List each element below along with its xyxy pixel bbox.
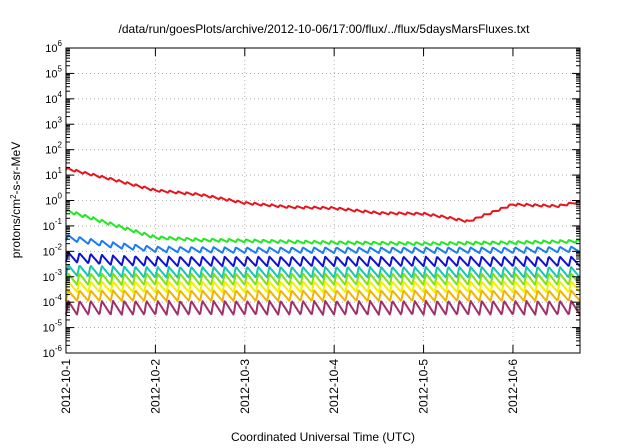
- y-tick-label: 106: [45, 39, 62, 55]
- x-tick-label: 2012-10-4: [327, 359, 341, 414]
- y-tick-label: 10-1: [43, 217, 63, 233]
- y-tick-label: 105: [45, 64, 62, 80]
- y-axis-label: protons/cm2-s-sr-MeV: [9, 142, 24, 258]
- y-tick-label: 103: [45, 115, 62, 131]
- y-tick-label: 10-2: [43, 242, 63, 258]
- x-tick-label: 2012-10-5: [417, 359, 431, 414]
- y-tick-label: 101: [45, 166, 62, 182]
- series-line-7: [65, 280, 581, 294]
- series-line-1: [65, 167, 581, 223]
- x-tick-label: 2012-10-2: [148, 359, 162, 414]
- chart-title: /data/run/goesPlots/archive/2012-10-06/1…: [119, 22, 531, 36]
- y-tick-label: 10-6: [43, 344, 63, 360]
- series-line-4: [65, 251, 581, 268]
- series-layer: [65, 167, 581, 316]
- x-axis: 2012-10-1 2012-10-2 2012-10-3 2012-10-4 2012…: [59, 48, 520, 414]
- series-line-8: [65, 289, 581, 302]
- x-tick-label: 2012-10-3: [238, 359, 252, 414]
- y-tick-label: 102: [45, 141, 62, 157]
- series-line-3: [65, 234, 581, 255]
- x-tick-label: 2012-10-6: [506, 359, 520, 414]
- x-tick-label: 2012-10-1: [59, 359, 73, 414]
- y-tick-label: 104: [45, 90, 62, 106]
- series-line-2: [65, 208, 581, 246]
- series-line-5: [65, 264, 581, 279]
- y-tick-label: 100: [45, 192, 62, 208]
- y-tick-label: 10-4: [43, 293, 63, 309]
- y-tick-label: 10-5: [43, 319, 63, 335]
- y-tick-label: 10-3: [43, 268, 63, 284]
- x-axis-label: Coordinated Universal Time (UTC): [231, 430, 415, 444]
- series-line-6: [65, 272, 581, 286]
- series-line-9: [65, 299, 581, 316]
